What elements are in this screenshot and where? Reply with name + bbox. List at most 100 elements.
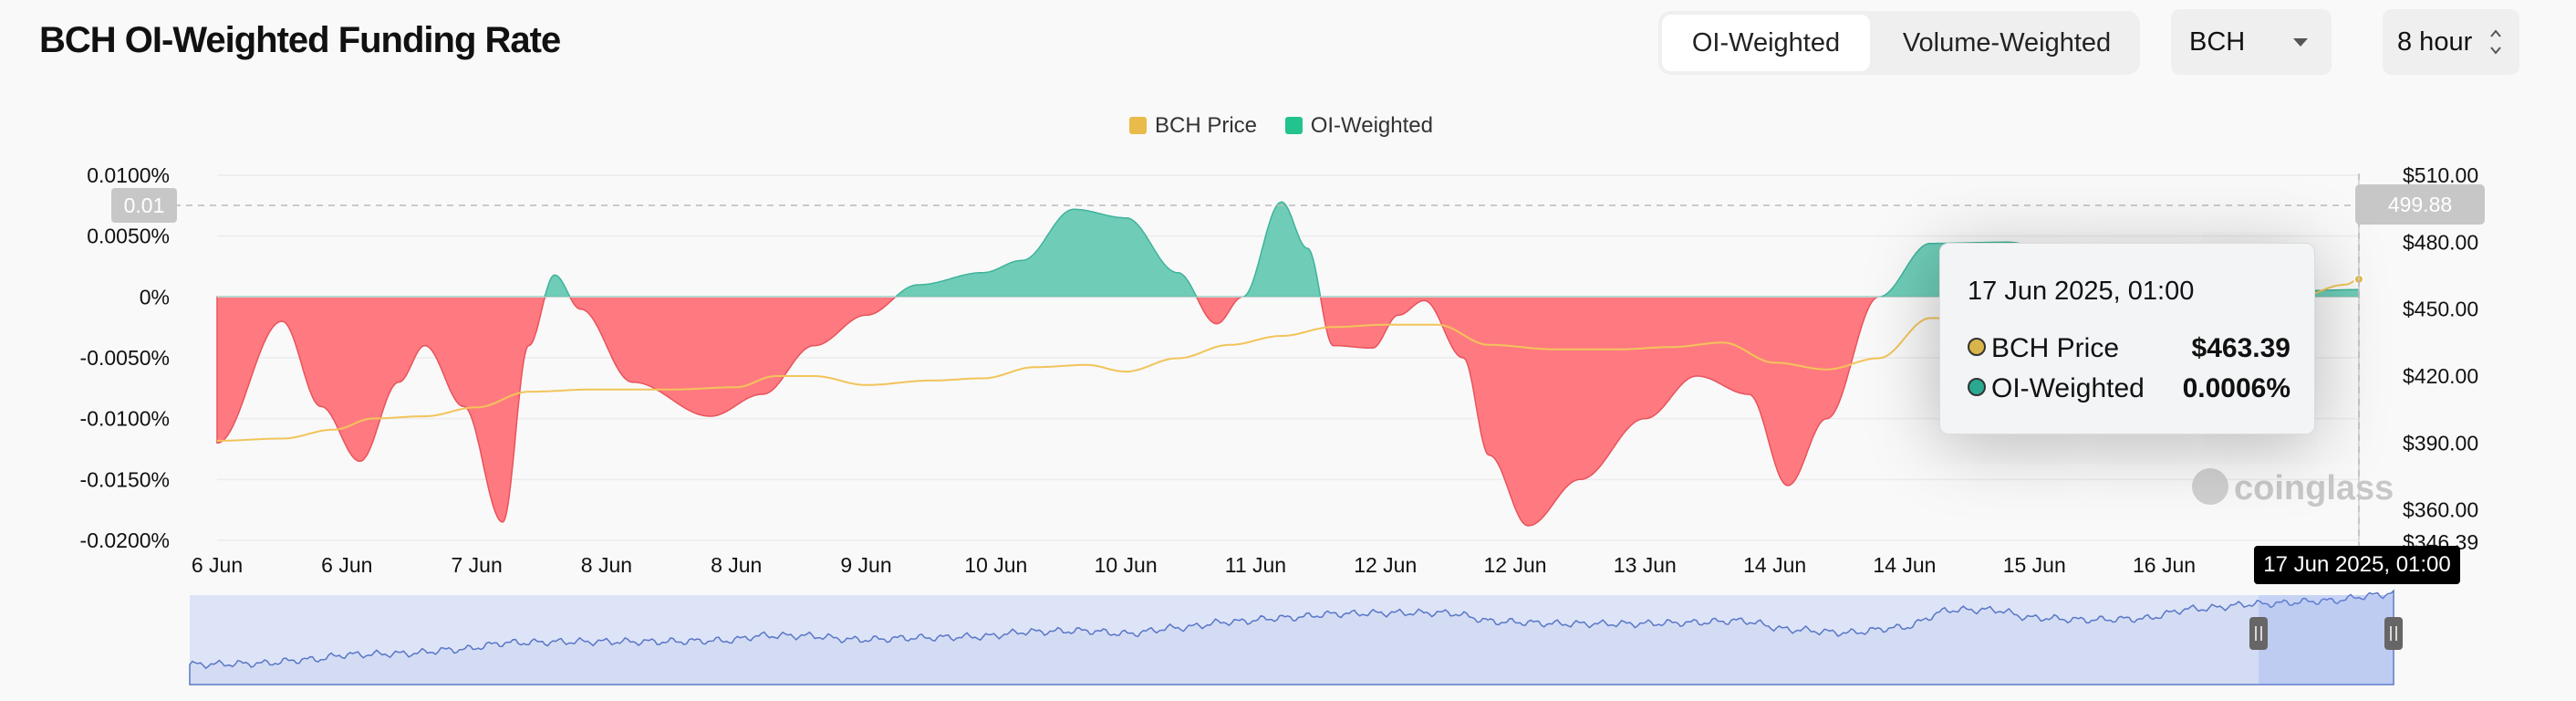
price-point bbox=[334, 429, 335, 430]
oi-point bbox=[1826, 418, 1827, 419]
oi-point bbox=[1281, 202, 1282, 203]
oi-point bbox=[1787, 486, 1788, 487]
oi-point bbox=[554, 275, 555, 276]
legend-swatch-oi bbox=[1284, 117, 1303, 134]
tooltip-row-price: BCH Price $463.39 bbox=[1968, 333, 2290, 364]
oi-point bbox=[359, 461, 360, 462]
y-left-tick-label: 0% bbox=[140, 285, 170, 309]
tab-volume-weighted[interactable]: Volume-Weighted bbox=[1902, 28, 2112, 58]
oi-point bbox=[320, 406, 321, 407]
oi-point bbox=[1216, 323, 1217, 324]
x-tick-label: 13 Jun bbox=[1614, 553, 1677, 577]
tooltip-dot-oi bbox=[1968, 378, 1986, 396]
x-tick-label: 7 Jun bbox=[451, 553, 502, 577]
y-right-tick-label: $390.00 bbox=[2403, 431, 2478, 455]
oi-point bbox=[217, 443, 218, 444]
x-tick-label: 16 Jun bbox=[2133, 553, 2196, 577]
legend-item-oi[interactable]: OI-Weighted bbox=[1284, 113, 1433, 139]
oi-point bbox=[463, 406, 464, 407]
up-down-chevron-icon bbox=[2490, 29, 2501, 55]
crosshair-left-label-box bbox=[111, 188, 177, 223]
range-overview[interactable] bbox=[189, 589, 2403, 685]
price-point bbox=[282, 438, 283, 439]
oi-point bbox=[1749, 394, 1750, 395]
y-left-tick-label: -0.0150% bbox=[80, 467, 170, 491]
price-point bbox=[1086, 364, 1087, 365]
weighting-toggle: OI-Weighted Volume-Weighted bbox=[1658, 11, 2140, 75]
tooltip-dot-price bbox=[1968, 338, 1986, 356]
price-point bbox=[1333, 327, 1334, 328]
price-point bbox=[476, 407, 477, 408]
y-left-tick-label: -0.0050% bbox=[80, 346, 170, 370]
price-point bbox=[1722, 342, 1723, 343]
page-title: BCH OI-Weighted Funding Rate bbox=[39, 20, 561, 60]
coin-select-value: BCH bbox=[2189, 27, 2246, 57]
coin-select[interactable]: BCH bbox=[2171, 9, 2332, 75]
overview-selected-range[interactable] bbox=[2259, 595, 2394, 685]
oi-point bbox=[1878, 297, 1879, 298]
coinglass-logo-icon bbox=[2192, 468, 2228, 505]
chart-tooltip: 17 Jun 2025, 01:00 BCH Price $463.39 OI-… bbox=[1939, 243, 2315, 434]
x-tick-label: 12 Jun bbox=[1483, 553, 1546, 577]
x-tick-label: 10 Jun bbox=[1095, 553, 1158, 577]
price-point bbox=[866, 384, 867, 385]
oi-point bbox=[918, 285, 919, 286]
oi-point bbox=[1463, 358, 1464, 359]
tooltip-value-oi: 0.0006% bbox=[2182, 373, 2290, 403]
oi-point bbox=[1697, 376, 1698, 377]
price-point bbox=[1034, 367, 1035, 368]
tab-oi-weighted[interactable]: OI-Weighted bbox=[1662, 15, 1870, 71]
y-left-tick-label: -0.0200% bbox=[80, 528, 170, 552]
price-point bbox=[814, 376, 815, 377]
chevron-down-icon bbox=[2293, 38, 2308, 47]
price-point bbox=[774, 376, 775, 377]
x-tick-label: 6 Jun bbox=[321, 553, 372, 577]
price-point bbox=[1670, 347, 1671, 348]
price-point bbox=[1489, 344, 1490, 345]
oi-point bbox=[710, 416, 711, 417]
crosshair-left-label: 0.01 bbox=[124, 194, 165, 217]
crosshair-time-label: 17 Jun 2025, 01:00 bbox=[2254, 546, 2460, 584]
price-point bbox=[736, 387, 737, 388]
y-left-tick-label: -0.0100% bbox=[80, 407, 170, 431]
price-point bbox=[217, 440, 218, 441]
oi-point bbox=[1333, 345, 1334, 346]
oi-point bbox=[1242, 297, 1243, 298]
price-point bbox=[982, 378, 983, 379]
oi-point bbox=[1126, 217, 1127, 218]
overview-handle-right[interactable] bbox=[2384, 617, 2403, 650]
oi-point bbox=[1074, 209, 1075, 210]
tooltip-row-oi: OI-Weighted 0.0006% bbox=[1968, 373, 2290, 404]
oi-point bbox=[1580, 479, 1581, 480]
watermark: coinglass bbox=[2192, 468, 2394, 508]
price-point bbox=[1930, 318, 1931, 319]
oi-point bbox=[1022, 260, 1023, 261]
price-point bbox=[671, 389, 672, 390]
price-point bbox=[2345, 284, 2346, 285]
x-tick-label: 8 Jun bbox=[711, 553, 762, 577]
price-point bbox=[1126, 371, 1127, 372]
oi-point bbox=[814, 345, 815, 346]
x-tick-label: 8 Jun bbox=[581, 553, 632, 577]
y-right-tick-label: $480.00 bbox=[2403, 230, 2478, 254]
oi-point bbox=[1528, 526, 1529, 527]
y-left-tick-label: 0.0050% bbox=[87, 225, 170, 248]
crosshair-right-label-box bbox=[2355, 184, 2485, 225]
interval-select[interactable]: 8 hour bbox=[2383, 9, 2519, 75]
x-tick-label: 11 Jun bbox=[1225, 553, 1286, 577]
oi-point bbox=[1372, 348, 1373, 349]
legend-item-price[interactable]: BCH Price bbox=[1129, 113, 1257, 139]
oi-point bbox=[1930, 243, 1931, 244]
drag-handle-icon bbox=[2249, 617, 2268, 650]
oi-point bbox=[424, 345, 425, 346]
price-point bbox=[593, 389, 594, 390]
overview-handle-left[interactable] bbox=[2249, 617, 2268, 650]
y-right-tick-label: $510.00 bbox=[2403, 163, 2478, 187]
price-point bbox=[1826, 369, 1827, 370]
oi-point bbox=[528, 345, 529, 346]
oi-point bbox=[762, 394, 763, 395]
price-point bbox=[1774, 362, 1775, 363]
price-point bbox=[1385, 324, 1386, 325]
chart-legend: BCH Price OI-Weighted bbox=[1129, 113, 1455, 139]
